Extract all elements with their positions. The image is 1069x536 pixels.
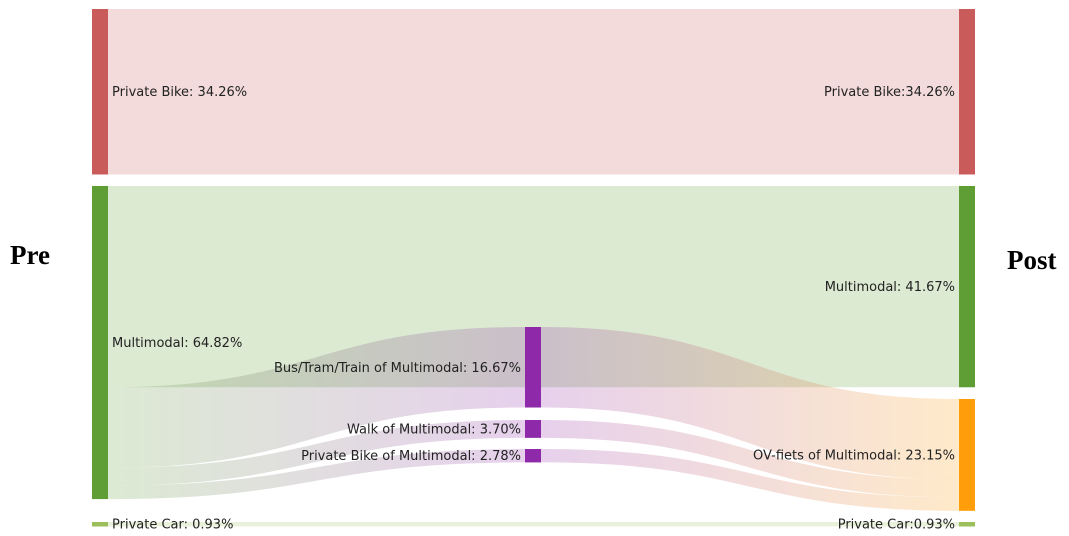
node-label: Walk of Multimodal: 3.70% <box>347 422 521 437</box>
node <box>959 399 975 511</box>
node-label: Private Bike: 34.26% <box>112 85 247 100</box>
node <box>92 9 108 175</box>
link <box>108 522 959 527</box>
node-label: Private Bike:34.26% <box>824 85 955 100</box>
left-title: Pre <box>10 240 50 270</box>
node <box>959 186 975 388</box>
link <box>108 9 959 175</box>
link <box>541 420 959 498</box>
node <box>92 522 108 527</box>
node-label: Private Car: 0.93% <box>112 518 233 533</box>
node <box>92 186 108 500</box>
link <box>108 449 525 500</box>
node-label: OV-fiets of Multimodal: 23.15% <box>753 448 955 463</box>
link <box>108 186 959 388</box>
node <box>525 449 541 463</box>
links <box>108 9 959 527</box>
link <box>108 420 525 486</box>
node <box>959 9 975 175</box>
node <box>959 522 975 527</box>
node-label: Multimodal: 41.67% <box>825 280 955 295</box>
node-label: Private Car:0.93% <box>838 518 955 533</box>
link <box>541 327 959 480</box>
node-label: Multimodal: 64.82% <box>112 336 242 351</box>
node <box>525 420 541 438</box>
node-label: Bus/Tram/Train of Multimodal: 16.67% <box>274 361 521 376</box>
nodes: Private Bike: 34.26% Multimodal: 64.82% Pr… <box>92 9 975 533</box>
link <box>541 449 959 511</box>
node <box>525 327 541 408</box>
right-title: Post <box>1007 245 1057 275</box>
node-label: Private Bike of Multimodal: 2.78% <box>301 449 521 464</box>
link <box>108 327 525 468</box>
